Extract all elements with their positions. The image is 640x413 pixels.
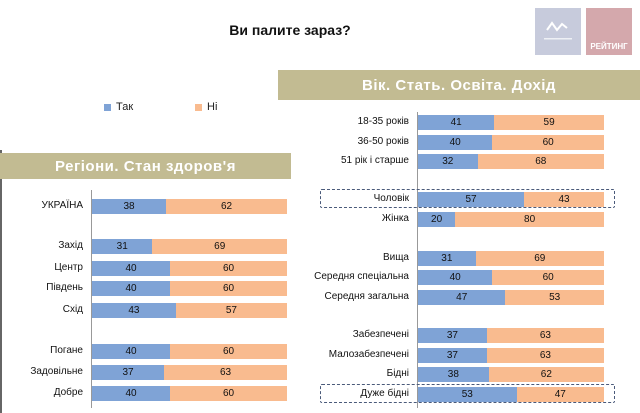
bar-ni: 43 xyxy=(524,192,604,207)
bar-ni: 80 xyxy=(455,212,604,227)
category-label: Жінка xyxy=(381,213,409,224)
bar-ni: 63 xyxy=(486,348,604,363)
bar-ni: 62 xyxy=(166,199,287,214)
legend-item-tak: Так xyxy=(104,101,133,113)
bar-ni: 69 xyxy=(475,251,604,266)
bar-ni: 59 xyxy=(494,115,604,130)
category-label: Задовільне xyxy=(30,366,83,377)
bar-tak: 37 xyxy=(418,328,487,343)
logo-left xyxy=(535,8,581,55)
bar-tak: 32 xyxy=(418,154,478,169)
category-label: 51 рік і старше xyxy=(340,155,409,166)
category-label: Вища xyxy=(382,252,409,263)
slide-edge xyxy=(0,150,2,413)
category-label: 36-50 років xyxy=(357,136,409,147)
y-axis xyxy=(91,190,92,408)
category-label: Малозабезпечені xyxy=(328,349,409,360)
category-label: Південь xyxy=(46,282,83,293)
legend-item-ni: Ні xyxy=(195,101,217,113)
bar-tak: 41 xyxy=(418,115,495,130)
legend-swatch xyxy=(104,103,111,111)
bar-tak: 37 xyxy=(92,365,165,380)
category-label: Чоловік xyxy=(373,193,409,204)
category-label: Середня загальна xyxy=(324,291,409,302)
bar-ni: 60 xyxy=(170,261,287,276)
bar-tak: 40 xyxy=(92,344,170,359)
bar-tak: 31 xyxy=(92,239,153,254)
category-label: Центр xyxy=(54,262,83,273)
wave-logo-icon xyxy=(544,21,572,40)
category-label: Бідні xyxy=(386,368,409,379)
bar-ni: 60 xyxy=(492,270,604,285)
bar-ni: 62 xyxy=(488,367,604,382)
highlight-box xyxy=(320,384,615,403)
right-chart-header: Вік. Стать. Освіта. Дохід xyxy=(278,70,640,100)
bar-ni: 63 xyxy=(164,365,287,380)
category-label: Забезпечені xyxy=(352,329,409,340)
bar-tak: 40 xyxy=(92,281,170,296)
category-label: 18-35 років xyxy=(357,116,409,127)
bar-tak: 37 xyxy=(418,348,487,363)
highlight-box xyxy=(320,189,615,208)
bar-tak: 38 xyxy=(418,367,489,382)
category-label: Дуже бідні xyxy=(360,388,409,399)
bar-tak: 40 xyxy=(418,270,493,285)
bar-ni: 60 xyxy=(170,344,287,359)
category-label: Середня спеціальна xyxy=(314,271,409,282)
bar-ni: 60 xyxy=(170,281,287,296)
bar-tak: 57 xyxy=(418,192,525,207)
legend-label: Так xyxy=(116,101,134,113)
bar-ni: 53 xyxy=(505,290,604,305)
bar-ni: 57 xyxy=(175,303,287,318)
bar-tak: 40 xyxy=(92,386,170,401)
category-label: Схід xyxy=(62,304,83,315)
category-label: Захід xyxy=(58,240,83,251)
logo-rating: РЕЙТИНГ xyxy=(586,8,632,55)
legend-label: Ні xyxy=(207,101,218,113)
bar-ni: 68 xyxy=(477,154,604,169)
category-label: Погане xyxy=(50,345,83,356)
legend-swatch xyxy=(195,103,202,111)
bar-tak: 47 xyxy=(418,290,506,305)
bar-tak: 40 xyxy=(418,135,493,150)
bar-ni: 60 xyxy=(492,135,604,150)
y-axis xyxy=(417,112,418,408)
category-label: Добре xyxy=(53,387,83,398)
left-chart-header: Регіони. Стан здоров'я xyxy=(0,153,291,179)
bar-tak: 38 xyxy=(92,199,167,214)
bar-tak: 31 xyxy=(418,251,476,266)
bar-tak: 40 xyxy=(92,261,170,276)
bar-tak: 43 xyxy=(92,303,176,318)
bar-ni: 47 xyxy=(516,387,604,402)
bar-ni: 60 xyxy=(170,386,287,401)
logo-text: РЕЙТИНГ xyxy=(590,42,628,51)
chart-title: Ви палите зараз? xyxy=(229,22,351,38)
bar-ni: 69 xyxy=(152,239,287,254)
bar-ni: 63 xyxy=(486,328,604,343)
bar-tak: 53 xyxy=(418,387,517,402)
bar-tak: 20 xyxy=(418,212,456,227)
category-label: УКРАЇНА xyxy=(41,200,83,211)
